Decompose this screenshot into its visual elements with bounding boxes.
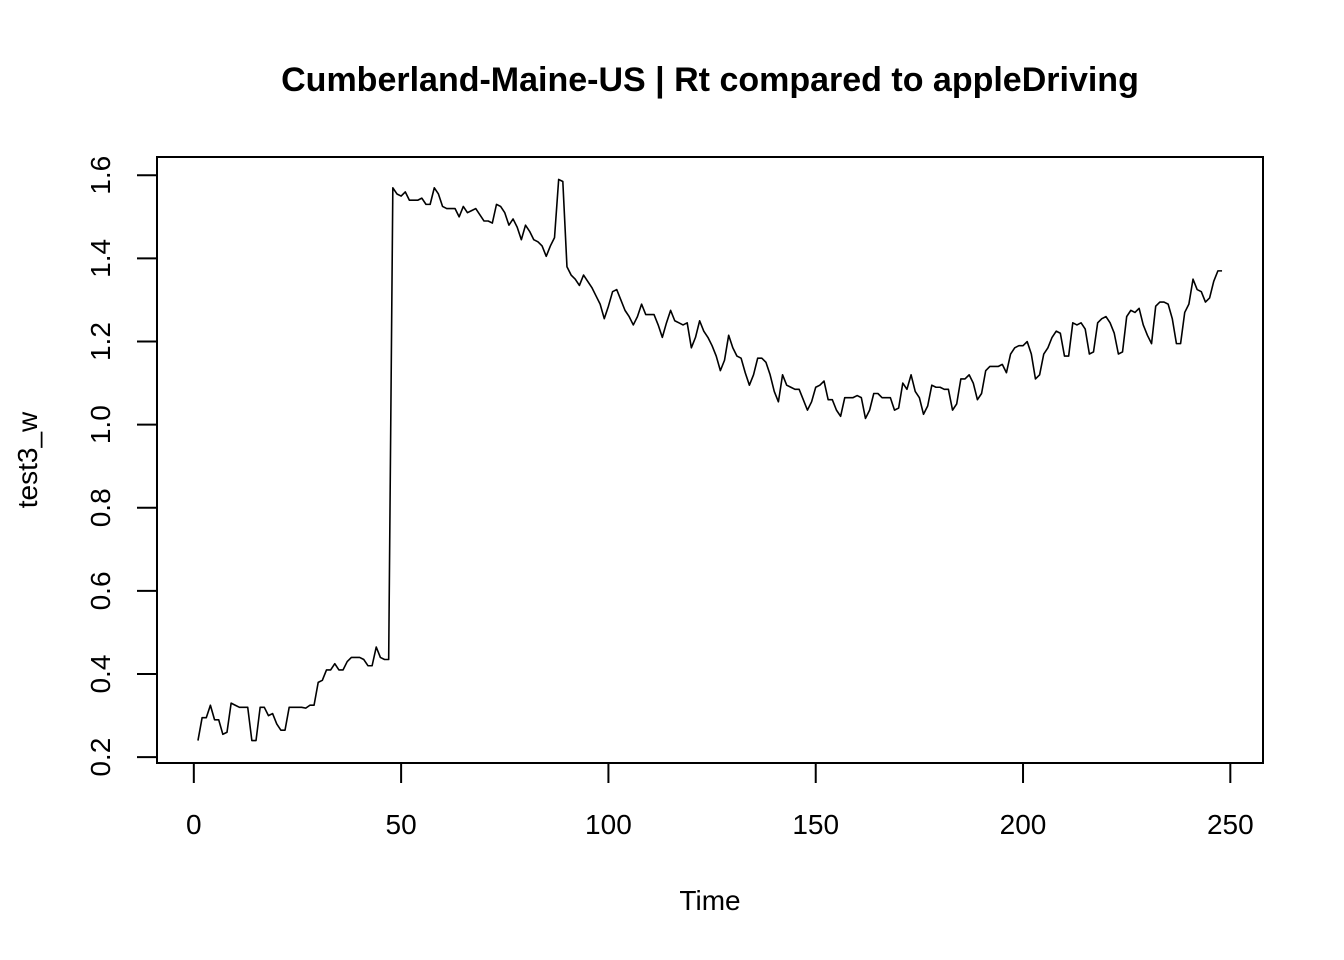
chart-title: Cumberland-Maine-US | Rt compared to app… — [281, 61, 1139, 99]
y-tick-label: 1.6 — [85, 156, 116, 195]
x-tick-label: 50 — [386, 809, 417, 840]
x-tick-label: 100 — [585, 809, 632, 840]
y-axis-label: test3_w — [12, 411, 43, 508]
x-axis-label: Time — [679, 885, 740, 916]
y-tick-label: 1.4 — [85, 239, 116, 278]
series-line — [197, 178, 1223, 742]
y-tick-label: 0.8 — [85, 488, 116, 527]
y-tick-label: 1.0 — [85, 405, 116, 444]
y-tick-label: 0.4 — [85, 655, 116, 694]
x-tick-label: 200 — [1000, 809, 1047, 840]
y-tick-label: 0.2 — [85, 738, 116, 777]
plot-frame — [156, 156, 1264, 764]
y-tick-label: 1.2 — [85, 322, 116, 361]
x-tick-label: 150 — [792, 809, 839, 840]
x-tick-label: 0 — [186, 809, 202, 840]
y-axis: 0.2 0.4 0.6 0.8 1.0 1.2 1.4 1.6 — [85, 156, 158, 777]
x-tick-label: 250 — [1207, 809, 1254, 840]
x-axis: 0 50 100 150 200 250 — [186, 762, 1254, 840]
y-tick-label: 0.6 — [85, 571, 116, 610]
